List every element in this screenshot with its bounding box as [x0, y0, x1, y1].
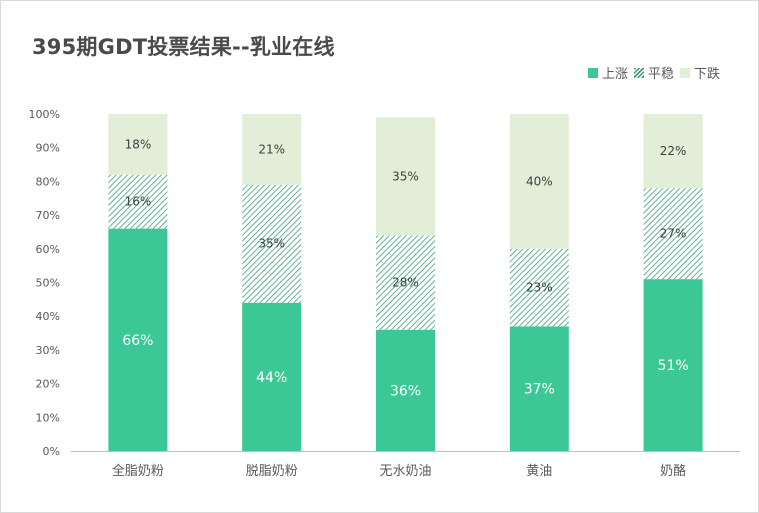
legend-swatch	[633, 67, 644, 78]
data-label: 21%	[258, 142, 285, 156]
bar-segment	[643, 114, 703, 189]
bar-segment	[108, 114, 168, 175]
data-label: 16%	[125, 195, 152, 209]
legend-label: 下跌	[693, 67, 720, 82]
y-tick-label: 90%	[36, 142, 60, 155]
bar-segment	[376, 329, 435, 451]
data-label: 66%	[122, 333, 153, 349]
x-category-label: 脱脂奶粉	[246, 464, 298, 479]
x-category-label: 黄油	[526, 464, 552, 479]
y-tick-label: 50%	[36, 277, 60, 290]
data-label: 23%	[526, 281, 553, 295]
y-tick-label: 100%	[29, 108, 60, 121]
data-label: 18%	[125, 137, 152, 151]
legend-swatch	[587, 67, 598, 78]
data-label: 51%	[658, 358, 689, 374]
y-tick-label: 70%	[36, 209, 60, 222]
data-label: 22%	[660, 144, 687, 158]
data-label: 40%	[526, 174, 553, 188]
legend-label: 平稳	[647, 67, 674, 82]
y-tick-label: 40%	[36, 310, 60, 323]
bar-segment	[509, 114, 569, 249]
bar-segment	[509, 326, 569, 451]
bar-segment	[108, 228, 168, 451]
x-category-label: 无水奶油	[379, 464, 431, 479]
data-label: 28%	[392, 276, 419, 290]
legend-item: 下跌	[679, 63, 720, 82]
x-category-label: 奶酪	[660, 463, 686, 479]
bar-segment	[242, 114, 302, 185]
y-tick-label: 80%	[36, 175, 60, 188]
chart-title: 395期GDT投票结果--乳业在线	[32, 35, 335, 59]
bar-segment	[643, 188, 703, 280]
data-label: 27%	[660, 227, 687, 241]
data-label: 35%	[258, 237, 285, 251]
bar-segment	[376, 235, 435, 330]
data-label: 37%	[524, 382, 555, 398]
data-label: 35%	[392, 169, 419, 183]
y-tick-label: 20%	[36, 378, 60, 391]
bar-segment	[376, 117, 435, 236]
data-label: 36%	[390, 383, 421, 399]
x-category-label: 全脂奶粉	[112, 463, 164, 479]
bar-segment	[108, 174, 168, 229]
legend-swatch	[679, 67, 690, 78]
bar-segment	[643, 279, 703, 451]
bar-segment	[242, 302, 302, 451]
bar-segment	[509, 248, 569, 327]
y-tick-label: 10%	[36, 411, 60, 424]
legend-item: 上涨	[587, 63, 628, 82]
chart-legend: 上涨 平稳 下跌	[582, 63, 720, 82]
y-tick-label: 0%	[43, 445, 60, 458]
legend-label: 上涨	[601, 67, 628, 82]
data-label: 44%	[256, 370, 287, 386]
y-tick-label: 60%	[36, 243, 60, 256]
y-tick-label: 30%	[36, 344, 60, 357]
bar-segment	[242, 184, 302, 303]
legend-item: 平稳	[633, 63, 674, 82]
